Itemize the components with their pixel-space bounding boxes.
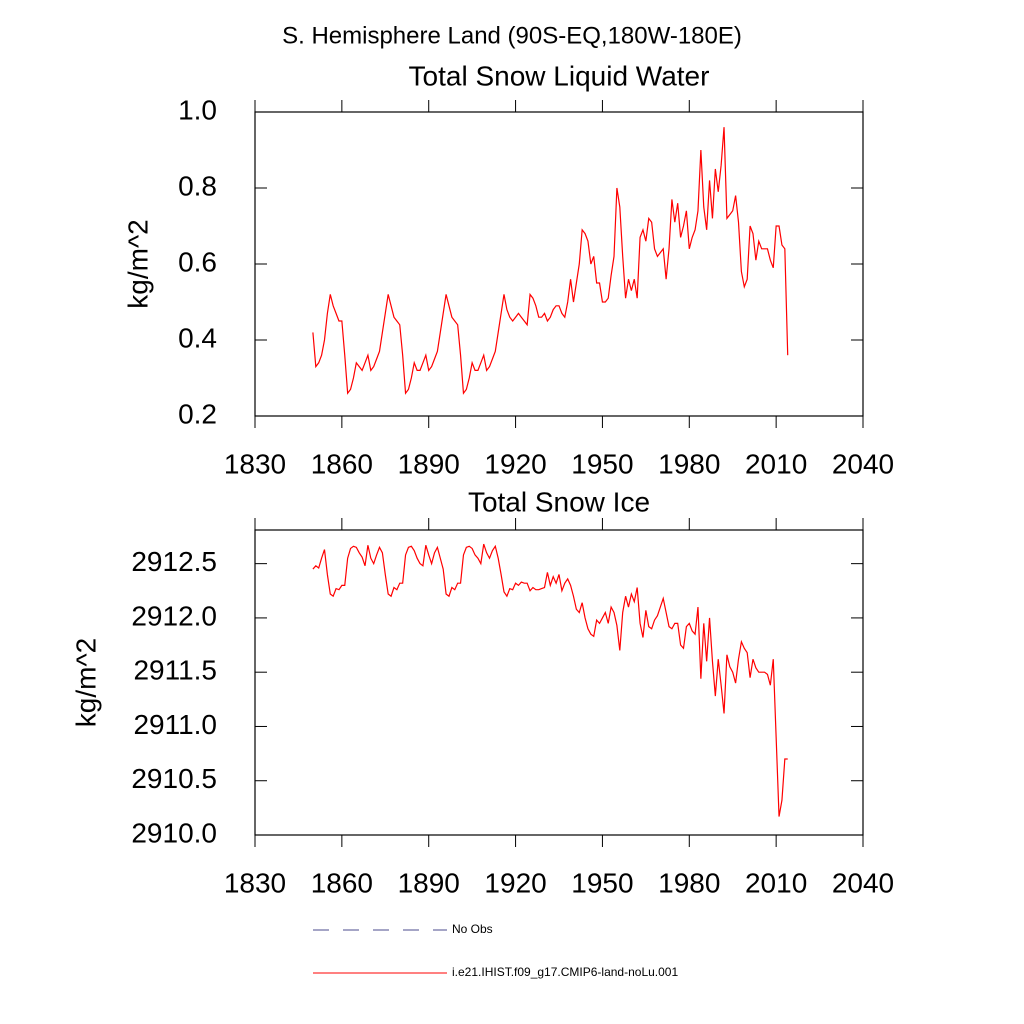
x-tick-label: 2040 xyxy=(832,448,894,479)
y-tick-label: 2910.5 xyxy=(131,763,217,794)
y-tick-label: 0.6 xyxy=(178,246,217,277)
y-tick-label: 2912.5 xyxy=(131,546,217,577)
y-tick-label: 2910.0 xyxy=(131,817,217,848)
data-line xyxy=(312,543,788,817)
legend-label: i.e21.IHIST.f09_g17.CMIP6-land-noLu.001 xyxy=(452,965,678,979)
x-tick-label: 2010 xyxy=(745,867,807,898)
x-tick-label: 1830 xyxy=(224,867,286,898)
y-tick-label: 2912.0 xyxy=(131,600,217,631)
y-tick-label: 0.8 xyxy=(178,170,217,201)
y-tick-label: 2911.5 xyxy=(133,655,217,686)
y-axis-label: kg/m^2 xyxy=(122,219,153,308)
panel-title: Total Snow Ice xyxy=(468,486,650,517)
x-tick-label: 1920 xyxy=(484,448,546,479)
plot-frame xyxy=(254,529,864,836)
panel-title: Total Snow Liquid Water xyxy=(409,60,710,91)
data-line xyxy=(312,127,789,395)
y-tick-label: 1.0 xyxy=(178,94,217,125)
x-tick-label: 1980 xyxy=(658,867,720,898)
main-title: S. Hemisphere Land (90S-EQ,180W-180E) xyxy=(282,22,742,49)
legend-label: No Obs xyxy=(452,922,493,936)
x-tick-label: 1920 xyxy=(484,867,546,898)
x-tick-label: 1830 xyxy=(224,448,286,479)
x-tick-label: 2040 xyxy=(832,867,894,898)
x-tick-label: 1860 xyxy=(311,867,373,898)
y-axis-label: kg/m^2 xyxy=(70,638,101,727)
x-tick-label: 1950 xyxy=(571,867,633,898)
x-tick-label: 1890 xyxy=(398,448,460,479)
x-tick-label: 2010 xyxy=(745,448,807,479)
x-tick-label: 1950 xyxy=(571,448,633,479)
x-tick-label: 1860 xyxy=(311,448,373,479)
x-tick-label: 1890 xyxy=(398,867,460,898)
y-tick-label: 2911.0 xyxy=(133,709,217,740)
x-tick-label: 1980 xyxy=(658,448,720,479)
y-tick-label: 0.2 xyxy=(178,398,217,429)
y-tick-label: 0.4 xyxy=(178,322,217,353)
